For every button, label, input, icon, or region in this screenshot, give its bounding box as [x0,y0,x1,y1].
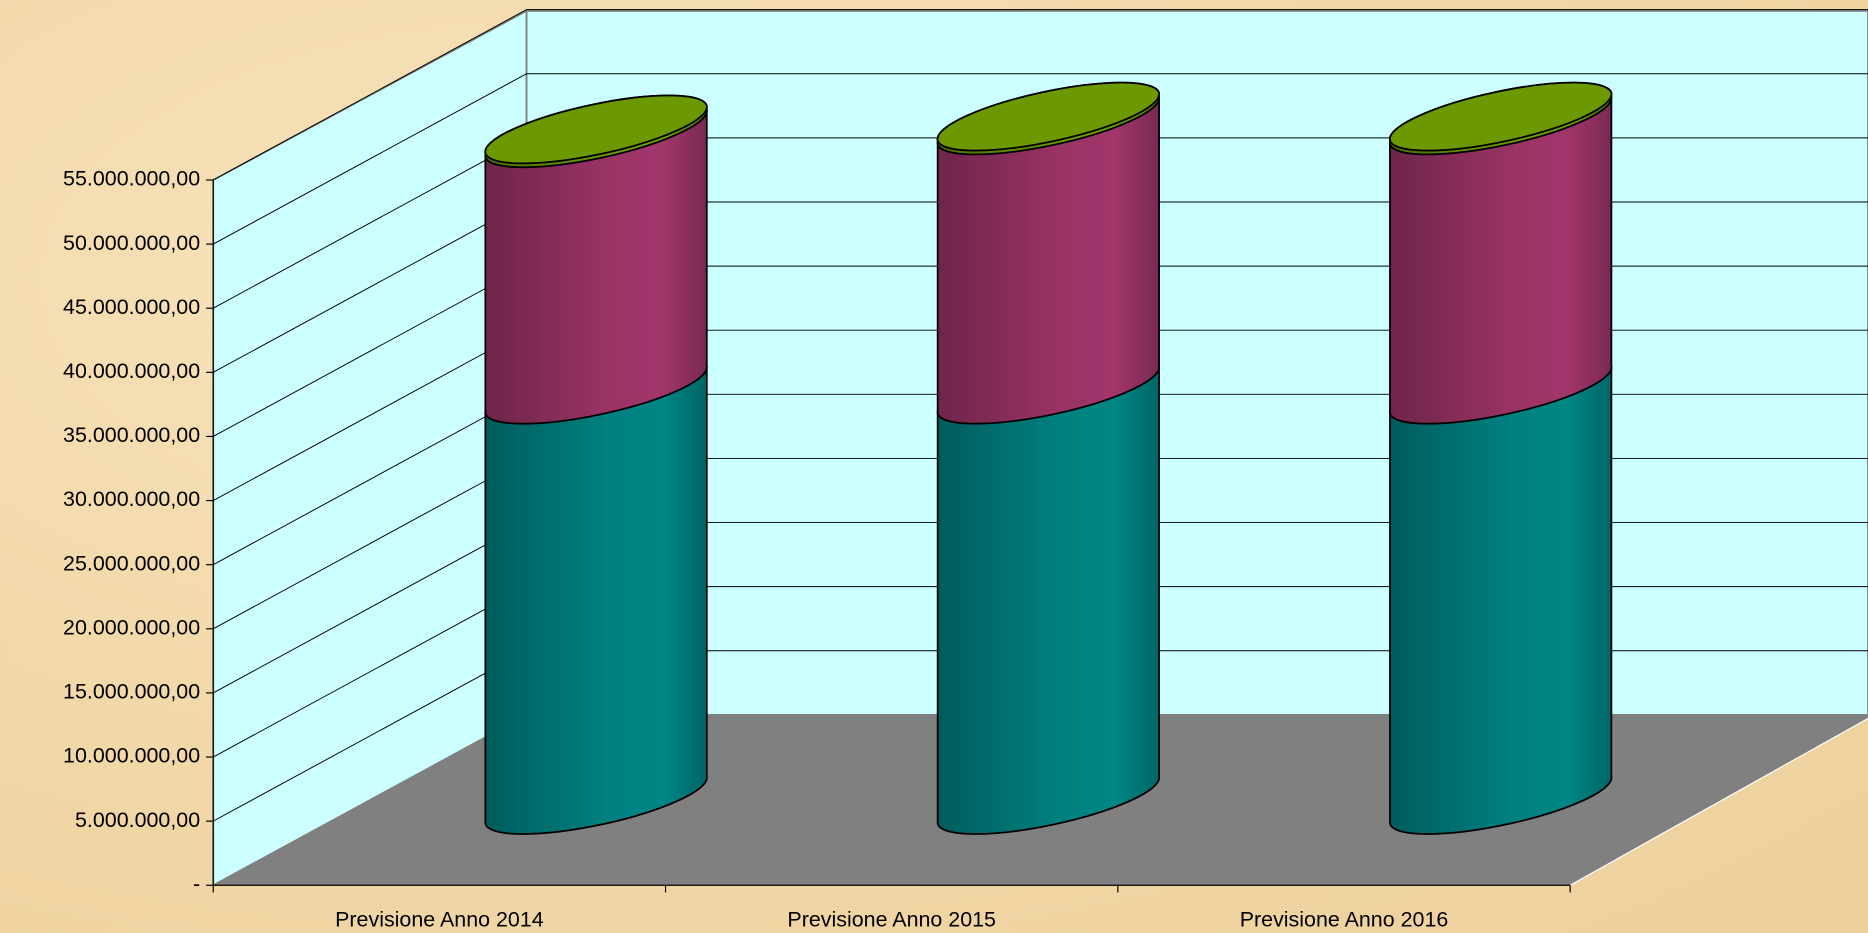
y-tick-label: - [193,872,200,896]
y-tick-label: 15.000.000,00 [63,680,200,704]
y-tick-label: 5.000.000,00 [75,808,200,832]
y-tick-label: 25.000.000,00 [63,551,200,575]
grid-line [213,73,1868,245]
floor-edge [1569,717,1868,886]
cylinder-top [1388,81,1613,152]
y-tick-label: 20.000.000,00 [63,615,200,639]
x-tick-label: Previsione Anno 2015 [787,908,996,932]
y-tick-label: 40.000.000,00 [63,359,200,383]
cylinder-segment [484,354,708,835]
y-tick-label: 55.000.000,00 [63,167,200,191]
y-tick-label: 10.000.000,00 [63,744,200,768]
grid-line [213,9,1868,181]
cylinder-segment [936,354,1161,835]
y-tick-label: 45.000.000,00 [63,295,200,319]
x-tick-label: Previsione Anno 2016 [1240,908,1449,932]
cylinder-top [484,94,708,165]
y-tick-label: 50.000.000,00 [63,231,200,255]
cylinder-top [936,81,1161,152]
cylinder-segment [1389,354,1613,835]
back-wall [525,9,1868,716]
y-tick-label: 30.000.000,00 [63,487,200,511]
x-tick-label: Previsione Anno 2014 [335,908,544,932]
y-tick-label: 35.000.000,00 [63,423,200,447]
